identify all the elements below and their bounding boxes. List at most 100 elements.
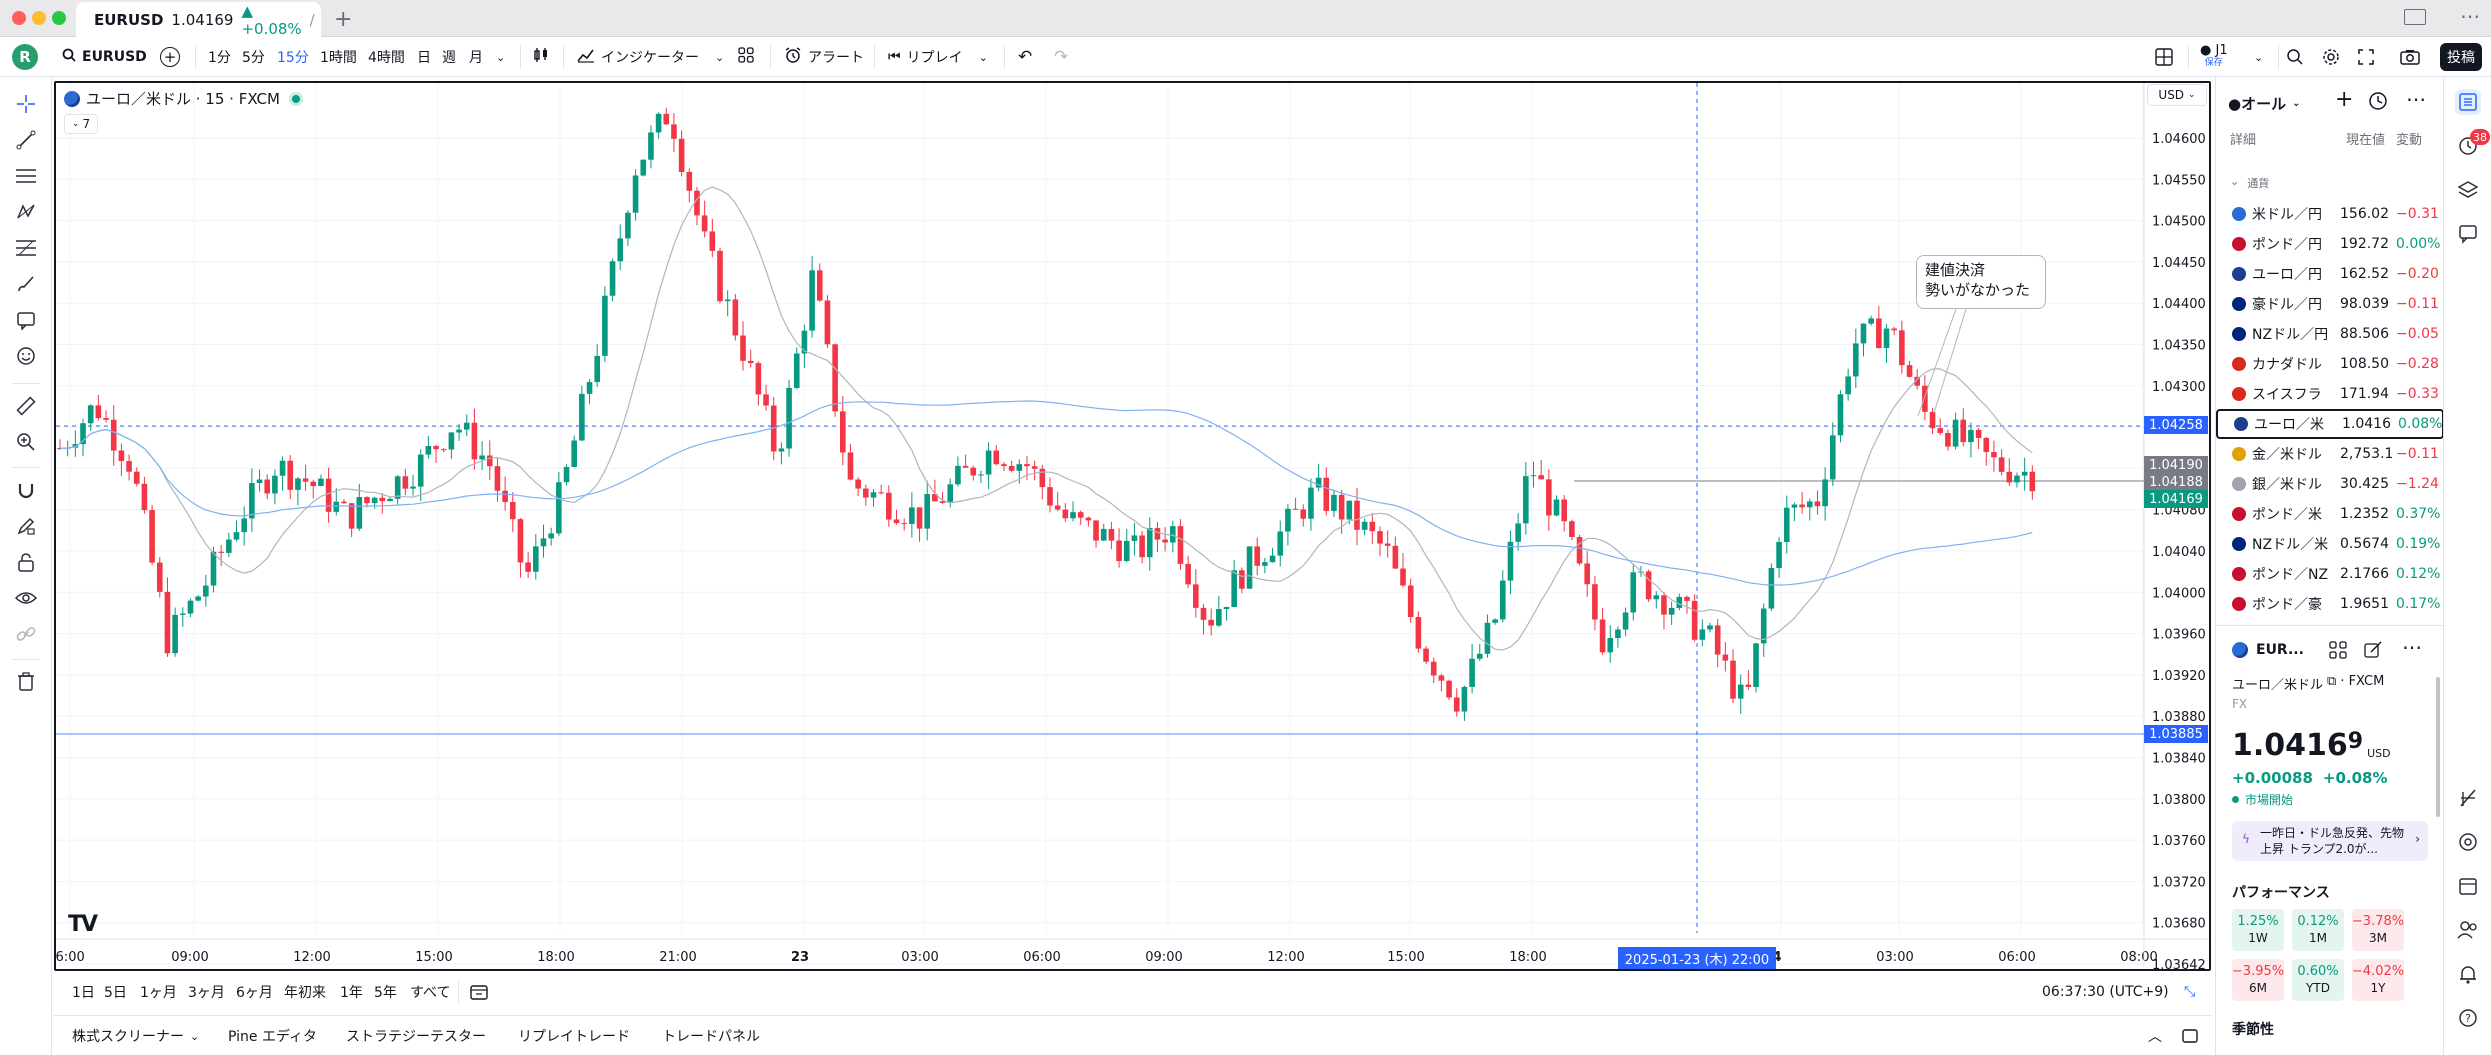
fullscreen-icon[interactable] xyxy=(2358,37,2374,77)
fib-retracement-icon[interactable] xyxy=(13,235,39,261)
zoom-in-icon[interactable] xyxy=(13,429,39,455)
watchlist-row[interactable]: スイスフラ 171.94 −0.33 xyxy=(2216,379,2444,409)
timeframe-1m[interactable]: 1分 xyxy=(208,37,231,77)
chart-text-annotation[interactable]: 建値決済 勢いがなかった xyxy=(1916,255,2046,309)
watchlist-row[interactable]: ポンド／豪 1.9651 0.17% xyxy=(2216,589,2444,619)
range-3m[interactable]: 3ヶ月 xyxy=(188,975,225,1009)
compare-symbol-button[interactable]: + xyxy=(160,37,180,77)
timeframe-dropdown-chevron-icon[interactable]: ⌄ xyxy=(496,50,506,64)
add-symbol-plus-icon[interactable]: + xyxy=(2335,87,2354,112)
range-1y[interactable]: 1年 xyxy=(340,975,363,1009)
settings-gear-icon[interactable] xyxy=(2322,37,2340,77)
post-button[interactable]: 投稿 xyxy=(2440,43,2482,71)
range-5y[interactable]: 5年 xyxy=(374,975,397,1009)
window-layout-icon[interactable] xyxy=(2404,9,2426,25)
indicators-button[interactable]: インジケーター ⌄ xyxy=(577,37,724,77)
minimize-window-button[interactable] xyxy=(32,11,46,25)
price-chart[interactable]: 1.04600 1.04550 1.04500 1.04450 1.04400 1.043… xyxy=(56,83,2209,969)
tab-trade-panel[interactable]: トレードパネル xyxy=(662,1016,760,1055)
tab-eurusd[interactable]: EURUSD 1.04169 ▲ +0.08% / xyxy=(76,2,321,38)
redo-icon[interactable]: ↷ xyxy=(1054,47,1069,67)
tab-pine-editor[interactable]: Pine エディタ xyxy=(228,1016,317,1055)
auto-scale-icon[interactable]: ⤡ xyxy=(2184,984,2196,1000)
column-header-last[interactable]: 現在値 xyxy=(2346,133,2386,148)
close-window-button[interactable] xyxy=(12,11,26,25)
avatar[interactable]: R xyxy=(12,44,38,70)
ruler-icon[interactable] xyxy=(13,393,39,419)
emoji-smile-icon[interactable] xyxy=(13,343,39,369)
text-note-icon[interactable] xyxy=(13,307,39,333)
collapse-panel-chevron-up-icon[interactable]: ︿ xyxy=(2148,1029,2162,1045)
currency-select[interactable]: USD ⌄ xyxy=(2147,84,2207,106)
link-icon[interactable] xyxy=(13,621,39,647)
symbol-search-button[interactable]: EURUSD xyxy=(62,37,147,77)
scrollbar[interactable] xyxy=(2436,677,2440,817)
watchlist-row[interactable]: 銀／米ドル 30.425 −1.24 xyxy=(2216,469,2444,499)
watchlist-row[interactable]: 豪ドル／円 98.039 −0.11 xyxy=(2216,289,2444,319)
alert-button[interactable]: アラート xyxy=(784,37,864,77)
goto-date-calendar-icon[interactable] xyxy=(470,975,488,1009)
performance-cell[interactable]: −3.78% 3M xyxy=(2352,909,2404,951)
range-1d[interactable]: 1日 xyxy=(72,975,95,1009)
external-link-icon[interactable]: ⧉ xyxy=(2327,674,2337,689)
timeframe-15m[interactable]: 15分 xyxy=(277,37,309,77)
trash-icon[interactable] xyxy=(13,669,39,695)
watchlist-section-header[interactable]: ⌄ 通貨 xyxy=(2230,175,2269,191)
column-header-change[interactable]: 変動 xyxy=(2396,133,2423,148)
pattern-tool-icon[interactable] xyxy=(13,199,39,225)
lock-icon[interactable] xyxy=(13,549,39,575)
notifications-bell-icon[interactable] xyxy=(2455,961,2481,987)
watchlist-icon[interactable] xyxy=(2455,89,2481,115)
timeframe-1mo[interactable]: 月 xyxy=(469,37,483,77)
layouts-grid-button[interactable] xyxy=(738,37,754,77)
help-question-icon[interactable]: ? xyxy=(2455,1005,2481,1031)
magnet-icon[interactable] xyxy=(13,477,39,503)
camera-icon[interactable] xyxy=(2400,37,2420,77)
brush-icon[interactable] xyxy=(13,271,39,297)
watchlist-row[interactable]: ユーロ／円 162.52 −0.20 xyxy=(2216,259,2444,289)
maximize-window-button[interactable] xyxy=(52,11,66,25)
quick-search-icon[interactable] xyxy=(2286,37,2304,77)
watchlist-row[interactable]: ユーロ／米 1.0416 0.08% xyxy=(2216,409,2444,439)
performance-cell[interactable]: 0.12% 1M xyxy=(2292,909,2344,951)
news-card[interactable]: ϟ 一昨日・ドル急反発、先物上昇 トランプ2.0が... › xyxy=(2232,821,2428,861)
timeframe-1w[interactable]: 週 xyxy=(442,37,456,77)
tab-replay-trade[interactable]: リプレイトレード xyxy=(518,1016,630,1055)
range-ytd[interactable]: 年初来 xyxy=(284,975,326,1009)
timeframe-5m[interactable]: 5分 xyxy=(242,37,265,77)
chart-type-button[interactable] xyxy=(532,37,550,77)
column-header-symbol[interactable]: 詳細 xyxy=(2230,133,2257,148)
undo-icon[interactable]: ↶ xyxy=(1018,47,1033,67)
watchlist-row[interactable]: ポンド／米 1.2352 0.37% xyxy=(2216,499,2444,529)
indicator-legend-toggle[interactable]: ⌄ 7 xyxy=(64,114,98,134)
layout-chevron-down-icon[interactable]: ⌄ xyxy=(2254,50,2264,64)
watchlist-row[interactable]: NZドル／円 88.506 −0.05 xyxy=(2216,319,2444,349)
new-tab-plus-icon[interactable]: + xyxy=(334,7,353,32)
eye-icon[interactable] xyxy=(13,585,39,611)
details-more-icon[interactable]: ⋯ xyxy=(2402,635,2422,659)
details-edit-icon[interactable] xyxy=(2364,641,2382,663)
watchlist-row[interactable]: ポンド／円 192.72 0.00% xyxy=(2216,229,2444,259)
details-symbol[interactable]: EUR... xyxy=(2232,642,2304,658)
layers-icon[interactable] xyxy=(2455,177,2481,203)
watchlist-selector[interactable]: ●オール ⌄ xyxy=(2228,93,2300,114)
more-options-icon[interactable]: ⋯ xyxy=(2460,4,2480,28)
clock-timezone[interactable]: 06:37:30 (UTC+9) xyxy=(2042,975,2169,1009)
more-options-icon[interactable]: ⋯ xyxy=(2406,87,2426,111)
calendar-icon[interactable] xyxy=(2455,873,2481,899)
maximize-panel-icon[interactable] xyxy=(2182,1016,2198,1055)
watchlist-clock-icon[interactable] xyxy=(2368,91,2388,115)
performance-cell[interactable]: 0.60% YTD xyxy=(2292,959,2344,1001)
replay-button[interactable]: ⏮ リプレイ ⌄ xyxy=(888,37,988,77)
layout-save-button[interactable]: ● J1 保存 xyxy=(2200,37,2228,77)
horizontal-lines-icon[interactable] xyxy=(13,163,39,189)
timeframe-1d[interactable]: 日 xyxy=(417,37,431,77)
target-icon[interactable] xyxy=(2455,829,2481,855)
alerts-clock-icon[interactable] xyxy=(2455,133,2481,159)
chart-pane[interactable] xyxy=(54,81,2211,971)
timeframe-1h[interactable]: 1時間 xyxy=(320,37,357,77)
performance-cell[interactable]: 1.25% 1W xyxy=(2232,909,2284,951)
range-5d[interactable]: 5日 xyxy=(104,975,127,1009)
watchlist-row[interactable]: カナダドル 108.50 −0.28 xyxy=(2216,349,2444,379)
performance-cell[interactable]: −4.02% 1Y xyxy=(2352,959,2404,1001)
